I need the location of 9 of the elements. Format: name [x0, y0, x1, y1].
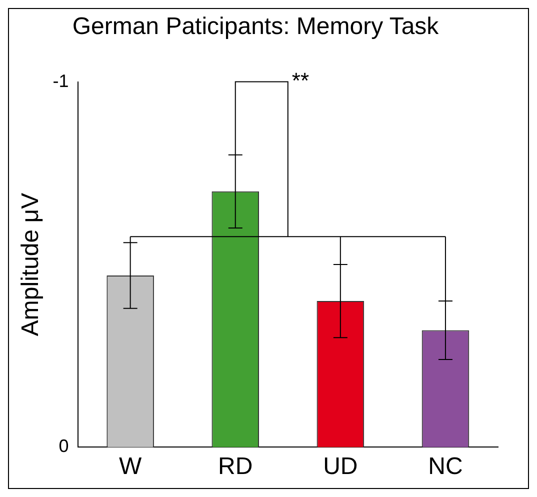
y-tick-label: -1	[52, 70, 69, 91]
y-axis-title: Amplitude μV	[17, 192, 44, 336]
x-tick-label: NC	[428, 453, 463, 480]
x-tick-label: RD	[218, 453, 253, 480]
x-tick-label: W	[119, 453, 142, 480]
y-tick-label: 0	[58, 436, 69, 456]
annotation: **	[292, 68, 310, 93]
chart-title: German Paticipants: Memory Task	[72, 13, 440, 40]
x-tick-label: UD	[323, 453, 358, 480]
